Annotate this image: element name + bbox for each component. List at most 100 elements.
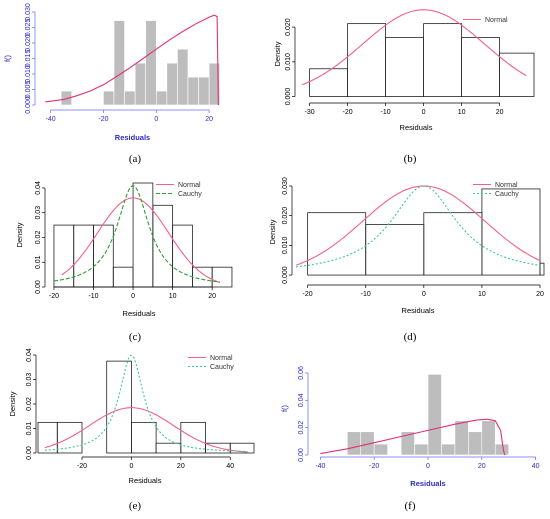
panel-d-bar	[365, 224, 425, 276]
panel-f-bar	[468, 431, 483, 456]
panel-e-caption: (e)	[129, 500, 142, 512]
panel-b-x-tick-label: 10	[458, 109, 466, 116]
panel-e-density-curve	[44, 354, 248, 452]
panel-d-density-curve	[295, 185, 541, 268]
panel-b-y-tick-label: 0.010	[285, 53, 292, 71]
panel-b-y-tick-label: 0.020	[285, 18, 292, 36]
panel-c-y-axis-label: Density	[15, 222, 24, 247]
panel-f-y-tick-label: 0.00	[298, 448, 305, 462]
panel-f-x-tick-label: -20	[369, 463, 379, 470]
panel-f-x-tick-label: 40	[532, 463, 540, 470]
panel-c-x-tick-label: 20	[208, 293, 216, 300]
panel-b-x-tick-label: 0	[422, 109, 426, 116]
panel-f-bar	[494, 443, 510, 456]
panel-c-density-curve	[53, 184, 221, 283]
panel-e-legend-label: Cauchy	[210, 364, 234, 371]
panel-c-bar	[191, 266, 213, 288]
panel-e-x-tick-label: -20	[77, 463, 87, 470]
panel-b-bar	[423, 23, 463, 97]
panel-f-bar	[441, 443, 456, 456]
panel-c-bar	[73, 224, 94, 288]
panel-c-bar	[172, 224, 193, 288]
panel-b-bar	[309, 68, 349, 97]
panel-e-legend-label: Normal	[210, 355, 233, 362]
panel-e-bar	[131, 421, 157, 454]
panel-d-bar	[423, 212, 483, 276]
panel-d-x-tick-label: -10	[361, 291, 371, 298]
panel-e-x-tick-label: 40	[226, 463, 234, 470]
panel-a-x-tick-label: 20	[205, 116, 213, 123]
panel-a-bar	[145, 20, 157, 106]
panel-c-x-tick-label: 10	[169, 293, 177, 300]
panel-e-y-tick-label: 0.02	[26, 397, 33, 411]
panel-a-bar	[103, 90, 115, 106]
panel-f-bar	[427, 374, 442, 456]
panel-e-x-tick-label: 0	[129, 463, 133, 470]
panel-b-x-tick-label: -20	[343, 109, 353, 116]
panel-d-caption: (d)	[404, 331, 417, 343]
panel-a-x-axis-label: Residuals	[115, 133, 150, 142]
panel-c-bar	[112, 266, 134, 288]
panel-d-x-axis-label: Residuals	[402, 306, 435, 315]
panel-b-x-tick-label: -30	[305, 109, 315, 116]
panel-a-y-tick-label: 0.000	[25, 96, 32, 114]
panel-c-x-tick-label: -20	[49, 293, 59, 300]
panel-a-bar	[60, 90, 73, 106]
panel-c-y-tick-label: 0.04	[35, 181, 42, 195]
panel-b-bar	[499, 52, 535, 97]
panel-a-x-tick-label: -20	[98, 116, 108, 123]
panel-b-bar	[385, 37, 425, 97]
panel-f-bar	[346, 431, 362, 456]
panel-f-y-tick-label: 0.04	[298, 393, 305, 407]
panel-a-y-tick-label: 0.010	[25, 65, 32, 83]
panel-c-caption: (c)	[129, 331, 142, 343]
panel-a-x-tick-label: -40	[46, 116, 56, 123]
panel-c-legend-label: Cauchy	[178, 191, 202, 198]
panel-d-y-tick-label: 0.010	[282, 237, 289, 255]
panel-d-legend-label: Normal	[495, 182, 518, 189]
panel-a-density-curve	[45, 14, 219, 106]
panel-d-x-tick-label: -20	[303, 291, 313, 298]
panel-c-bar	[152, 204, 174, 288]
panel-f-bar	[454, 420, 469, 456]
panel-e-bar	[37, 421, 58, 454]
panel-d-legend-label: Cauchy	[495, 191, 519, 198]
panel-e-y-tick-label: 0.04	[26, 348, 33, 362]
panel-e-bar	[180, 421, 206, 454]
panel-a-y-tick-label: 0.020	[25, 34, 32, 52]
panel-a-bar	[166, 62, 178, 106]
panel-b-density-curve	[301, 9, 527, 86]
panel-a-bar	[198, 76, 210, 106]
panel-f-bar	[400, 431, 415, 456]
panel-a-caption: (a)	[129, 153, 142, 165]
panel-a-y-tick-label: 0.025	[25, 19, 32, 37]
panel-b-bar	[461, 37, 501, 97]
panel-d-bar	[307, 212, 367, 276]
panel-f-caption: (f)	[405, 500, 416, 512]
panel-a-y-tick-label: 0.015	[25, 50, 32, 68]
panel-e-y-tick-label: 0.00	[26, 446, 33, 460]
panel-d-y-tick-label: 0.000	[282, 266, 289, 284]
panel-b-x-axis-label: Residuals	[400, 123, 433, 132]
panel-f-y-tick-label: 0.06	[298, 366, 305, 380]
panel-f-x-axis-label: Residuals	[410, 479, 445, 488]
panel-a-bar	[155, 90, 168, 106]
panel-d-y-tick-label: 0.030	[282, 177, 289, 195]
panel-b-x-tick-label: 20	[496, 109, 504, 116]
panel-c-x-tick-label: 0	[131, 293, 135, 300]
panel-e-bar	[56, 421, 83, 454]
panel-a-bar	[124, 90, 136, 106]
panel-c-legend-label: Normal	[178, 182, 201, 189]
panel-a-bar	[177, 48, 189, 106]
panel-c-bar	[211, 266, 233, 288]
panel-e-bar	[106, 360, 132, 454]
panel-e-y-tick-label: 0.01	[26, 422, 33, 436]
panel-f-bar	[360, 431, 375, 456]
panel-b-x-tick-label: -10	[381, 109, 391, 116]
panel-f-x-tick-label: 20	[478, 463, 486, 470]
panel-b-y-axis-label: Density	[273, 41, 282, 66]
panel-d-x-tick-label: 0	[422, 291, 426, 298]
panel-a-bar	[113, 20, 125, 106]
panel-f-y-axis-label: f()	[280, 404, 289, 412]
panel-e-bar	[229, 442, 255, 454]
